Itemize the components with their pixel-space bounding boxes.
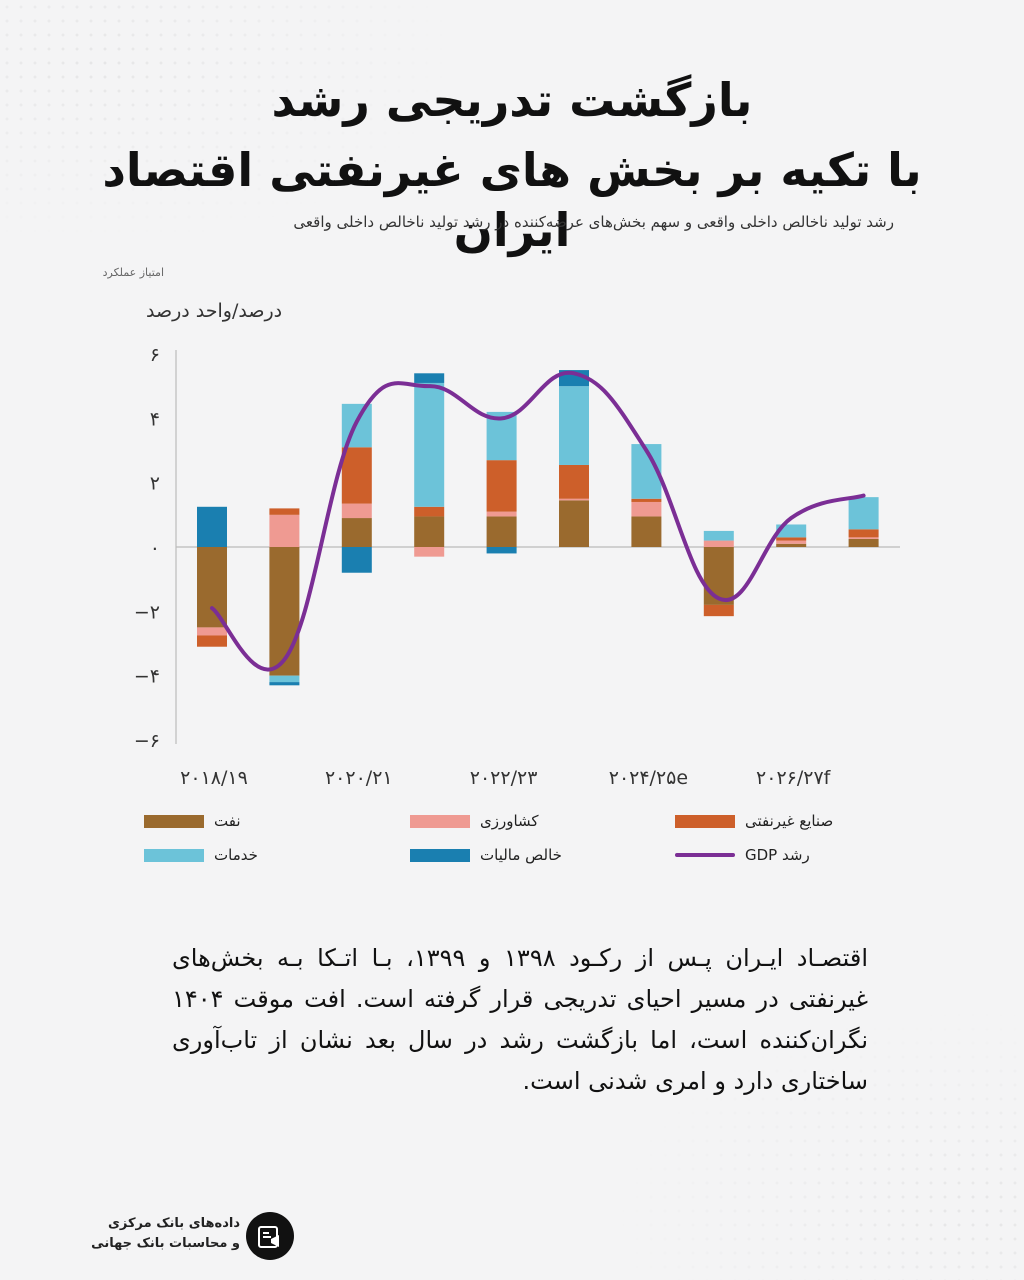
subnote: امتیاز عملکرد [102,266,164,279]
x-tick-label: ۲۰۲۴/۲۵e [609,767,688,789]
bar-services [414,382,445,507]
x-tick-label: ۲۰۲۰/۲۱ [325,767,393,789]
bar-agriculture [197,627,227,636]
legend-item-industry: صنایع غیرنفتی [675,812,833,830]
bar-oil [414,516,445,547]
bar-oil [848,538,879,547]
y-tick-label: −۲ [134,601,160,623]
bar-net_taxes [197,506,227,547]
bar-industry [776,537,807,541]
bar-industry [559,464,589,499]
legend-label-net-taxes: خالص مالیات [480,846,562,864]
bar-oil [703,547,734,605]
bar-services [269,675,300,683]
legend-label-gdp: رشد GDP [745,846,810,864]
title-line-1: بازگشت تدریجی رشد [271,73,753,127]
legend-item-oil: نفت [144,812,241,830]
gdp-growth-chart: ۶ ۴ ۲ ۰ −۲ −۴ −۶ ۲۰۱۸/۱۹ ۲۰۲۰/۲۱ ۲۰۲۲/۲۳ ۲۰۲۴/۲۵e ۲… [134,344,900,789]
y-tick-label: ۶ [150,344,160,366]
bar-net_taxes [269,682,300,686]
source-line-1: داده‌های بانک مرکزی [108,1216,240,1231]
bar-oil [197,547,227,628]
bar-industry [486,460,517,512]
bar-agriculture [269,514,300,547]
bar-agriculture [703,540,734,547]
title-line-2: با تکیه بر بخش های غیرنفتی اقتصاد ایران [102,143,922,257]
x-tick-label: ۲۰۲۶/۲۷f [756,767,832,789]
bar-oil [341,518,372,547]
megaphone-icon [246,1212,294,1260]
bar-oil [776,543,807,547]
bar-agriculture [341,503,372,519]
x-tick-label: ۲۰۲۲/۲۳ [470,767,538,789]
legend-label-oil: نفت [214,812,241,830]
source-note: داده‌های بانک مرکزی و محاسبات بانک جهانی [80,1214,240,1254]
legend-label-industry: صنایع غیرنفتی [745,812,834,830]
gdp-growth-line [210,370,866,672]
bar-net_taxes [341,547,372,573]
bar-agriculture [631,501,662,517]
legend-swatch-oil [144,814,204,828]
bar-agriculture [848,537,879,539]
bar-industry [703,604,734,617]
legend-item-gdp: رشد GDP [675,846,810,864]
legend-swatch-agriculture [410,814,470,828]
bar-oil [631,516,662,547]
y-tick-label: −۴ [134,666,160,688]
bar-industry [341,447,372,504]
bar-agriculture [559,498,589,501]
chart-subtitle: رشد تولید ناخالص داخلی واقعی و سهم بخش‌ه… [293,213,894,231]
bar-net_taxes [414,373,445,383]
bar-services [559,386,589,465]
y-axis-unit-label: درصد/واحد درصد [146,300,283,322]
chart-legend: نفت کشاورزی صنایع غیرنفتی خدمات خالص مال… [130,812,870,872]
bar-services [703,530,734,541]
bar-industry [631,498,662,502]
bar-industry [197,635,227,647]
bar-industry [269,508,300,515]
bar-oil [269,547,300,676]
body-paragraph: اقتصـاد ایـران پـس از رکـود ۱۳۹۸ و ۱۳۹۹،… [172,944,868,1095]
bar-net_taxes [486,547,517,554]
legend-item-agriculture: کشاورزی [410,812,539,830]
x-tick-label: ۲۰۱۸/۱۹ [180,767,248,789]
bar-agriculture [776,540,807,544]
bar-services [848,497,879,530]
legend-item-net-taxes: خالص مالیات [410,846,562,864]
bar-industry [414,506,445,517]
y-tick-label: ۴ [150,408,160,430]
y-tick-label: ۰ [150,537,160,559]
y-tick-label: −۶ [134,730,160,752]
bar-agriculture [486,511,517,517]
y-tick-label: ۲ [150,473,160,495]
bar-oil [486,516,517,547]
legend-swatch-services [144,848,204,862]
bar-industry [848,529,879,538]
legend-label-services: خدمات [214,846,258,864]
legend-label-agriculture: کشاورزی [480,812,539,830]
legend-swatch-net-taxes [410,848,470,862]
legend-swatch-industry [675,814,735,828]
source-line-2: و محاسبات بانک جهانی [91,1236,240,1251]
legend-swatch-gdp-line [675,853,735,857]
bar-oil [559,500,589,547]
bar-agriculture [414,547,445,557]
legend-item-services: خدمات [144,846,258,864]
